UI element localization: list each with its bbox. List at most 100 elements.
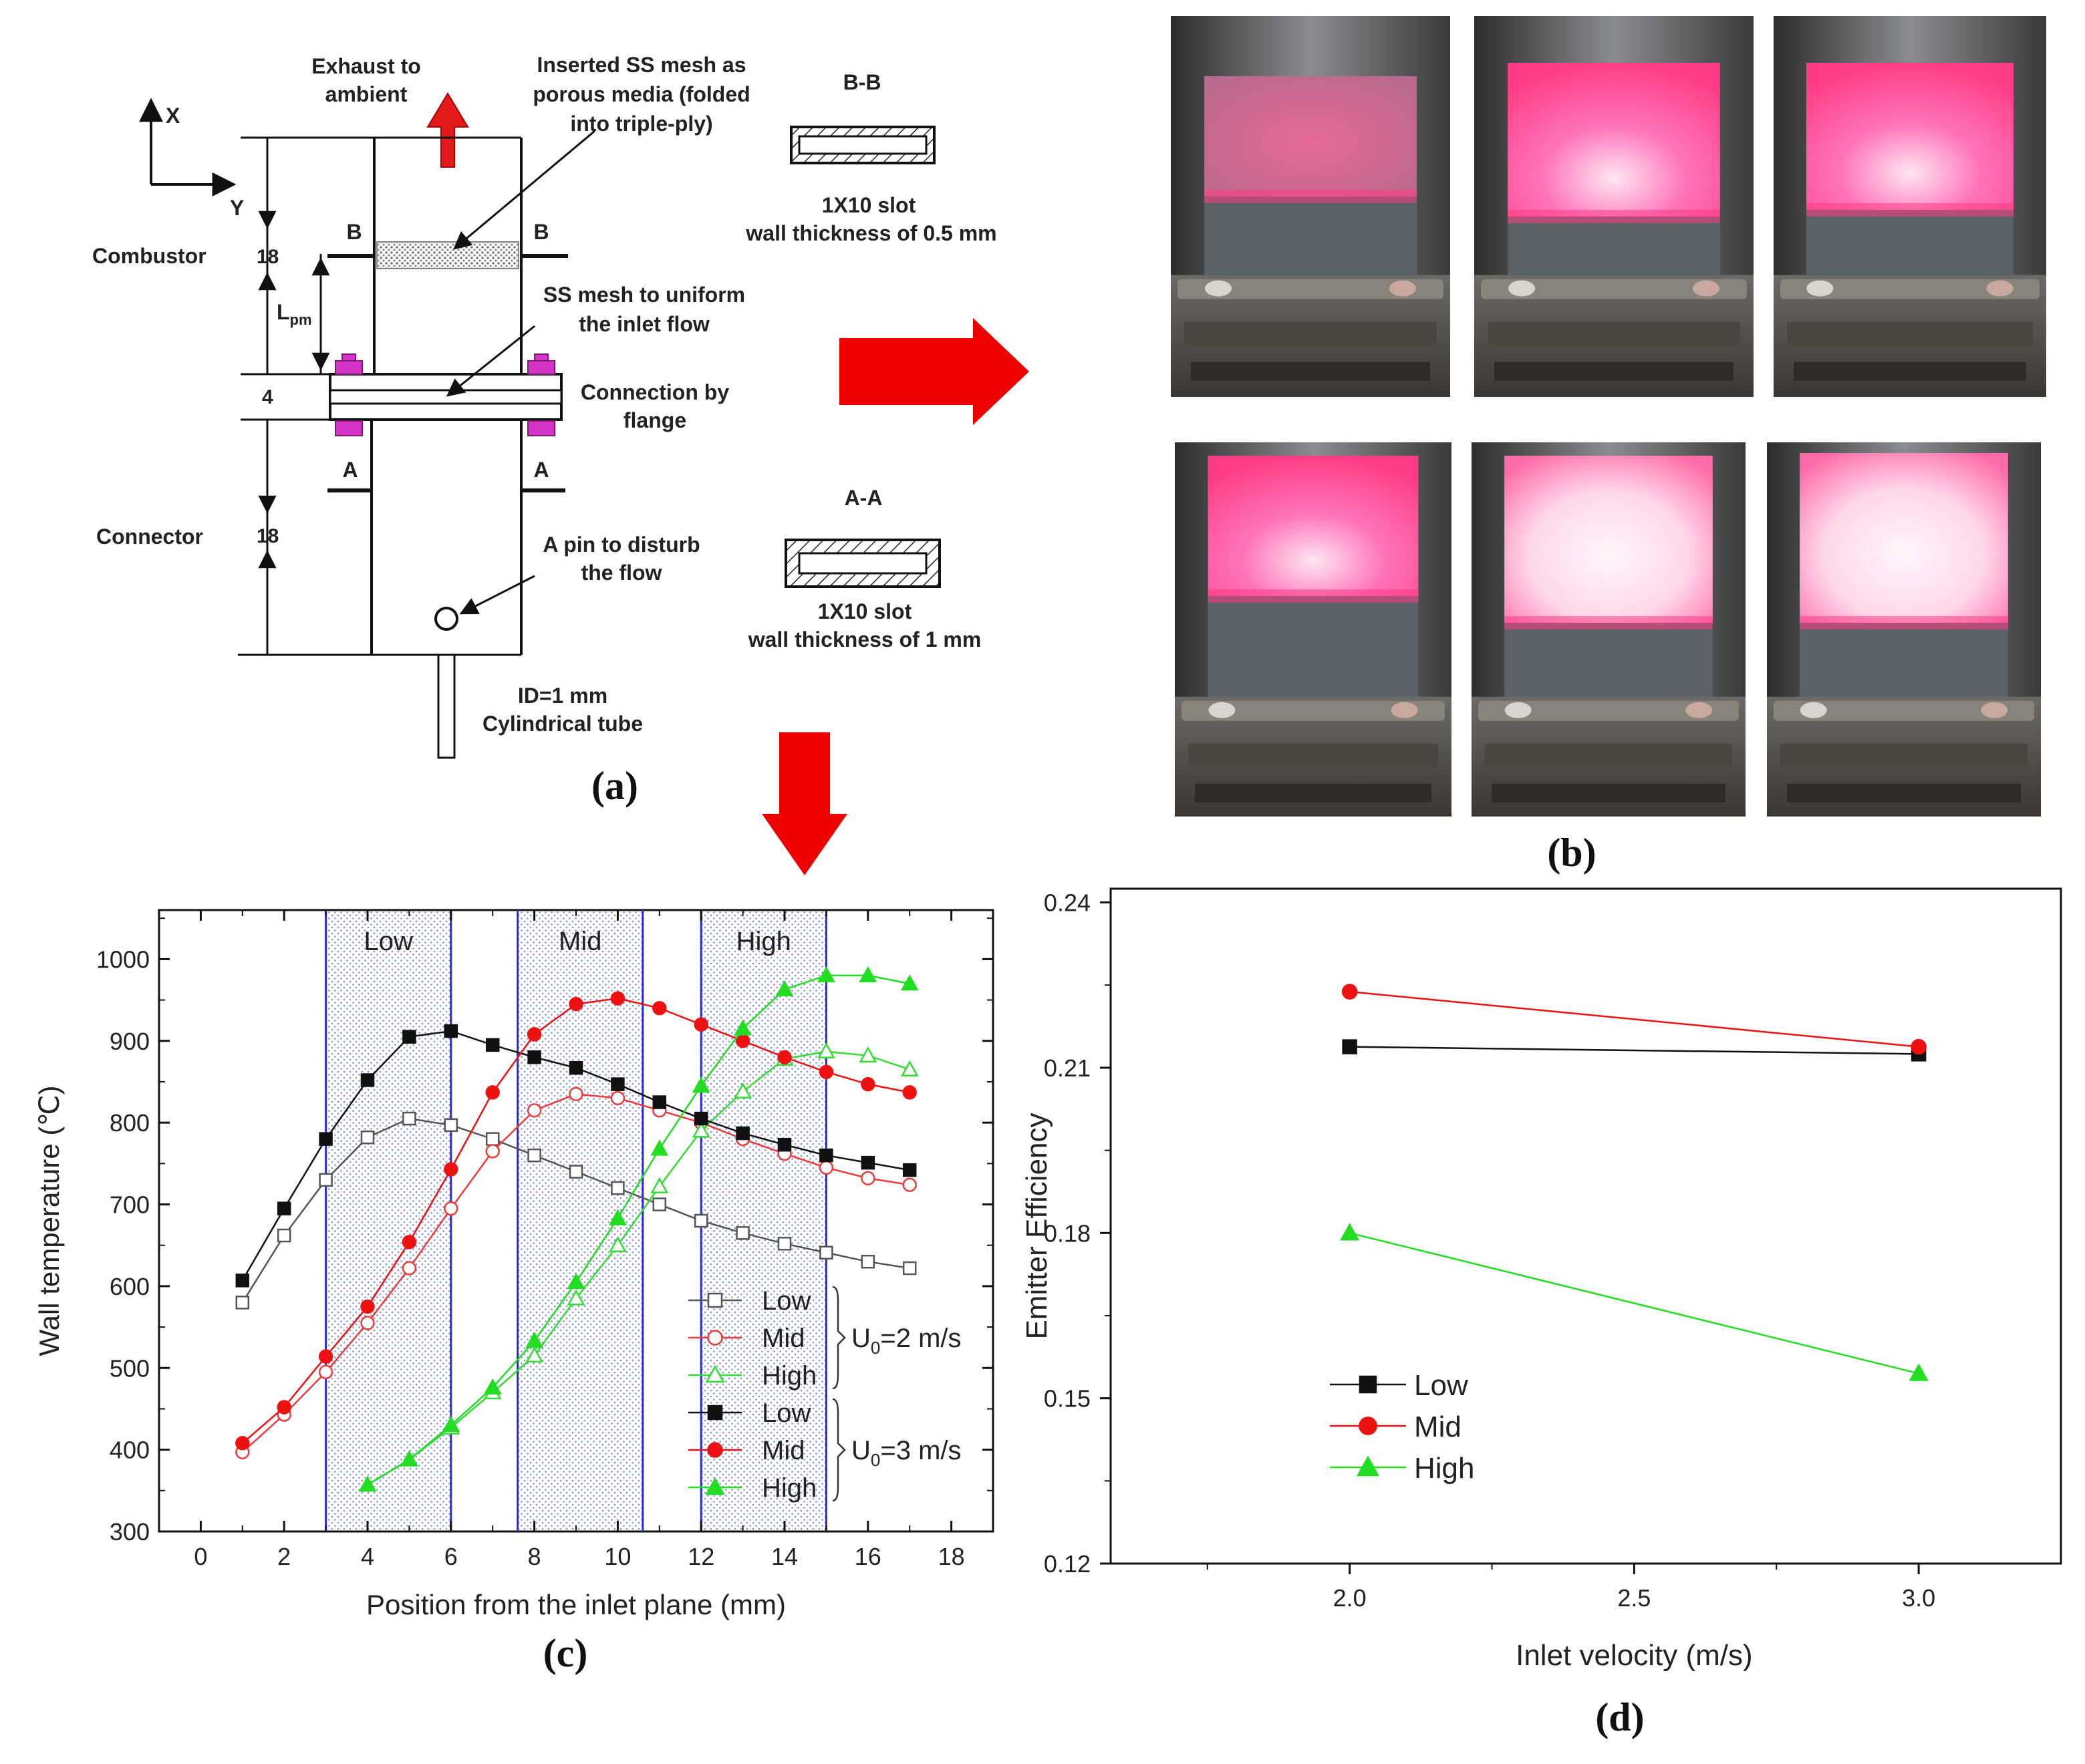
combustor-label: Combustor bbox=[92, 244, 206, 268]
photo-5 bbox=[1472, 442, 1746, 817]
x-tick-label: 0 bbox=[194, 1543, 207, 1570]
legend-group-label: U0=3 m/s bbox=[851, 1436, 962, 1470]
legend-marker bbox=[1356, 1455, 1380, 1477]
data-point bbox=[569, 1086, 583, 1102]
data-point bbox=[277, 1201, 291, 1215]
data-point bbox=[527, 1050, 541, 1064]
data-point bbox=[485, 1132, 500, 1146]
data-point bbox=[861, 1155, 875, 1170]
data-point bbox=[235, 1296, 250, 1310]
pin-label-1: A pin to disturb bbox=[543, 533, 700, 557]
data-point bbox=[777, 1237, 792, 1251]
data-point bbox=[360, 1316, 375, 1330]
y-tick-label: 900 bbox=[110, 1028, 150, 1055]
data-point bbox=[444, 1162, 458, 1177]
data-point bbox=[567, 1289, 585, 1306]
data-point bbox=[318, 1349, 333, 1364]
section-a-left: A bbox=[342, 458, 358, 482]
data-point bbox=[859, 966, 877, 983]
data-point bbox=[861, 1254, 875, 1269]
x-axis-label: Position from the inlet plane (mm) bbox=[366, 1589, 786, 1620]
axis-y-label: Y bbox=[230, 196, 244, 220]
x-tick-label: 3.0 bbox=[1902, 1584, 1935, 1612]
data-point bbox=[360, 1299, 375, 1314]
data-point bbox=[650, 1139, 669, 1156]
data-point bbox=[609, 1209, 627, 1225]
data-point bbox=[861, 1076, 875, 1092]
panel-b-photos: (b) bbox=[1171, 16, 2046, 875]
data-point bbox=[485, 1038, 500, 1052]
data-point bbox=[611, 1181, 625, 1195]
data-point bbox=[402, 1030, 416, 1044]
data-point bbox=[859, 1046, 877, 1063]
mesh-porous-label-2: porous media (folded bbox=[533, 82, 750, 106]
data-point bbox=[861, 1171, 875, 1186]
y-tick-label: 500 bbox=[110, 1354, 150, 1382]
x-tick-label: 16 bbox=[855, 1543, 881, 1570]
photo-2 bbox=[1474, 16, 1754, 397]
x-tick-label: 2 bbox=[277, 1543, 291, 1570]
pin-label-2: the flow bbox=[581, 561, 662, 585]
data-point bbox=[735, 1034, 750, 1048]
region-label-high: High bbox=[736, 927, 791, 956]
data-point bbox=[1911, 1038, 1927, 1055]
data-point bbox=[277, 1400, 291, 1415]
legend-label-high: High bbox=[762, 1473, 817, 1503]
x-tick-label: 14 bbox=[771, 1543, 798, 1570]
data-point bbox=[734, 1019, 752, 1036]
series-line bbox=[1349, 990, 1919, 1048]
legend: Low Mid High Low Mid High U0=2 m/s U0=3 m/s bbox=[688, 1286, 962, 1503]
panel-a-schematic: X Y Exhaust to ambient B B Inserted SS m… bbox=[92, 53, 997, 808]
legend-marker bbox=[705, 1364, 725, 1383]
legend-label-low: Low bbox=[762, 1286, 811, 1316]
legend-brace bbox=[832, 1398, 846, 1502]
panel-b-label: (b) bbox=[1547, 831, 1596, 875]
bb-title: B-B bbox=[843, 70, 881, 94]
data-point bbox=[442, 1416, 460, 1433]
legend-label-low: Low bbox=[762, 1399, 811, 1428]
x-tick-label: 2.5 bbox=[1617, 1584, 1651, 1612]
data-point bbox=[569, 997, 583, 1012]
connector-length: 18 bbox=[257, 525, 279, 547]
y-tick-label: 800 bbox=[110, 1109, 150, 1137]
y-tick-label: 700 bbox=[110, 1191, 150, 1219]
lpm-label: Lpm bbox=[277, 300, 312, 328]
data-point bbox=[694, 1111, 708, 1126]
mesh-uniform-label-2: the inlet flow bbox=[579, 312, 710, 336]
data-point bbox=[400, 1450, 418, 1467]
data-point bbox=[319, 1132, 333, 1146]
data-point bbox=[819, 1245, 833, 1260]
data-point bbox=[652, 1095, 667, 1109]
data-point bbox=[525, 1332, 543, 1348]
flange-gap: 4 bbox=[262, 386, 273, 408]
data-point bbox=[610, 991, 626, 1006]
data-point bbox=[360, 1073, 375, 1087]
exhaust-arrow bbox=[426, 92, 469, 168]
flame-glow bbox=[1800, 453, 2008, 623]
y-tick-label: 0.21 bbox=[1044, 1054, 1091, 1082]
flame-glow bbox=[1208, 456, 1419, 596]
series-low-3ms bbox=[235, 1024, 917, 1288]
arrow-down bbox=[762, 732, 847, 875]
series-mid bbox=[1341, 984, 1927, 1055]
y-axis-label: Wall temperature (℃) bbox=[33, 1085, 65, 1356]
data-point bbox=[444, 1201, 458, 1216]
x-axis-label: Inlet velocity (m/s) bbox=[1516, 1639, 1753, 1672]
data-point bbox=[483, 1378, 502, 1394]
series-low-2ms bbox=[235, 1111, 917, 1310]
data-point bbox=[1342, 1039, 1357, 1054]
legend-marker bbox=[707, 1442, 723, 1458]
data-point bbox=[402, 1111, 416, 1126]
data-point bbox=[527, 1027, 542, 1042]
series-line bbox=[1349, 1046, 1919, 1055]
tube-label-2: Cylindrical tube bbox=[482, 712, 643, 736]
legend-label-high: High bbox=[762, 1361, 817, 1390]
x-tick-label: 4 bbox=[361, 1543, 374, 1570]
legend: Low Mid High bbox=[1330, 1369, 1475, 1485]
axis-x-label: X bbox=[166, 104, 180, 128]
y-tick-label: 0.12 bbox=[1044, 1550, 1091, 1578]
data-point bbox=[319, 1173, 333, 1187]
data-point bbox=[777, 1050, 792, 1064]
x-tick-label: 10 bbox=[604, 1543, 631, 1570]
bb-desc-1: 1X10 slot bbox=[822, 193, 916, 217]
